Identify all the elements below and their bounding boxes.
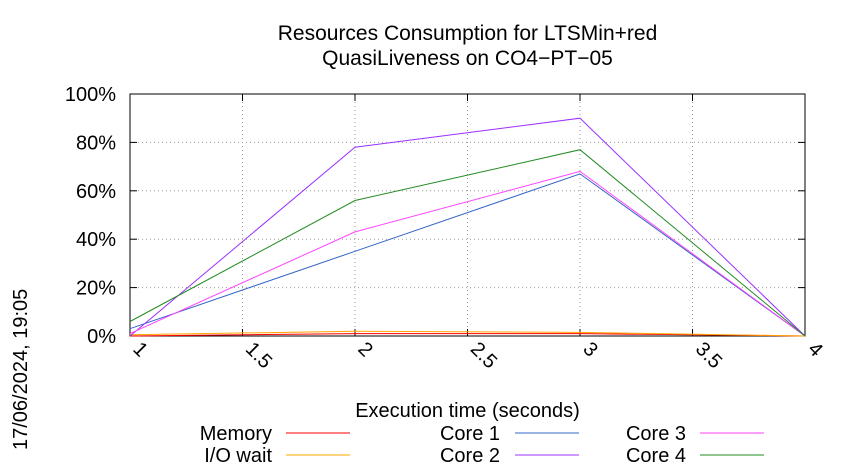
x-axis: 1 1.5 2 2.5 3 3.5 4 [128, 94, 827, 373]
y-tick-label: 20% [76, 278, 116, 300]
x-axis-label: Execution time (seconds) [355, 400, 580, 422]
legend-label: I/O wait [204, 445, 272, 467]
grid [130, 94, 805, 336]
x-tick-label: 2.5 [466, 338, 501, 373]
series-line-core-3 [129, 170, 806, 337]
x-tick-label: 3 [578, 338, 601, 361]
y-tick-label: 0% [87, 326, 116, 348]
chart-title-line-2: QuasiLiveness on CO4−PT−05 [322, 47, 613, 70]
y-tick-label: 80% [76, 132, 116, 154]
y-tick-label: 60% [76, 181, 116, 203]
x-tick-label: 3.5 [691, 338, 726, 373]
y-tick-label: 40% [76, 229, 116, 251]
y-tick-label: 100% [65, 84, 116, 106]
series-line-core-1 [129, 173, 806, 337]
series-line-core-4 [129, 149, 806, 337]
series-line-core-2 [129, 117, 806, 337]
series-line-i-o-wait [129, 330, 806, 337]
y-axis: 0% 20% 40% 60% 80% 100% [65, 84, 805, 348]
series-line-memory [129, 333, 806, 337]
x-tick-label: 2 [353, 338, 376, 361]
legend-label: Core 3 [626, 423, 686, 445]
series-lines [129, 117, 806, 337]
legend-label: Memory [200, 423, 272, 445]
x-tick-label: 1.5 [241, 338, 276, 373]
x-tick-label: 4 [803, 338, 826, 361]
legend-label: Core 2 [440, 445, 500, 467]
x-tick-label: 1 [128, 338, 151, 361]
chart-title-line-1: Resources Consumption for LTSMin+red [277, 22, 658, 45]
legend-label: Core 1 [440, 423, 500, 445]
legend-label: Core 4 [626, 445, 686, 467]
timestamp: 17/06/2024, 19:05 [10, 288, 32, 450]
